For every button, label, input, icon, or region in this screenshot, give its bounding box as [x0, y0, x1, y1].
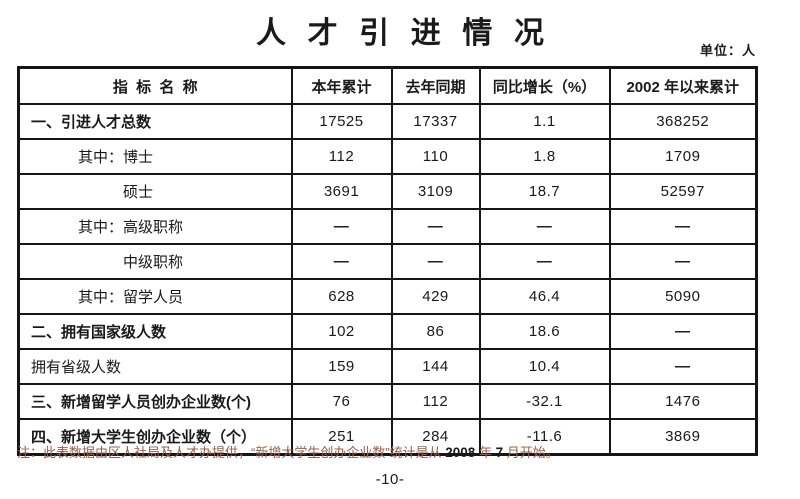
cell-value: 110 [390, 138, 481, 175]
footnote-text: 2008 [445, 445, 476, 460]
header-current-year: 本年累计 [290, 66, 393, 105]
cell-value: 628 [290, 278, 393, 315]
footnote-text: 月开始。 [503, 445, 559, 460]
cell-value: 10.4 [478, 348, 611, 385]
cell-value: 18.7 [478, 173, 611, 210]
cell-value: 18.6 [478, 313, 611, 350]
table-row: 四、新增大学生创办企业数（个） 251 284 -11.6 3869 [17, 418, 758, 456]
cell-indicator: 四、新增大学生创办企业数（个） [17, 418, 293, 456]
table-row: 二、拥有国家级人数 102 86 18.6— [17, 313, 758, 350]
footnote-text: 注：此表数据由区人社局及人才办提供，“新增大学生创办企业数”统计是从 [17, 445, 446, 460]
table-row: 一、引进人才总数 17525 17337 1.1 368252 [17, 103, 758, 140]
talent-table: 指标名称 本年累计 去年同期 同比增长（%） 2002 年以来累计 一、引进人才… [17, 66, 758, 456]
cell-value: 159 [290, 348, 393, 385]
cell-value: — [290, 243, 393, 280]
header-since-2002: 2002 年以来累计 [608, 66, 758, 105]
cell-value: 368252 [608, 103, 758, 140]
cell-value: 251 [290, 418, 393, 456]
cell-value: 284 [390, 418, 481, 456]
footnote-text: 年 [475, 445, 496, 460]
cell-indicator: 中级职称 [17, 243, 293, 280]
cell-value: 52597 [608, 173, 758, 210]
header-row: 指标名称 本年累计 去年同期 同比增长（%） 2002 年以来累计 [17, 66, 758, 105]
cell-indicator: 其中：留学人员 [17, 278, 293, 315]
cell-value: 3691 [290, 173, 393, 210]
cell-value: 1.8 [478, 138, 611, 175]
table-row: 三、新增留学人员创办企业数(个) 76 112 -32.1 1476 [17, 383, 758, 420]
table-row: 其中：留学人员 628 429 46.4 5090 [17, 278, 758, 315]
page-title: 人才引进情况 [255, 17, 566, 50]
header-yoy-growth: 同比增长（%） [478, 66, 611, 105]
table-header: 指标名称 本年累计 去年同期 同比增长（%） 2002 年以来累计 [17, 66, 758, 105]
table-row: 其中：博士 112 110 1.8 1709 [17, 138, 758, 175]
cell-value: 76 [290, 383, 393, 420]
cell-value: — [608, 313, 758, 350]
table-row: 其中：高级职称 — — — — [17, 208, 758, 245]
cell-value: 144 [390, 348, 481, 385]
cell-value: 3109 [390, 173, 481, 210]
cell-indicator: 其中：博士 [17, 138, 293, 175]
cell-value: — [390, 243, 481, 280]
cell-indicator: 三、新增留学人员创办企业数(个) [17, 383, 293, 420]
cell-indicator: 一、引进人才总数 [17, 103, 293, 140]
cell-value: 17525 [290, 103, 393, 140]
cell-value: 102 [290, 313, 393, 350]
talent-table-wrap: 指标名称 本年累计 去年同期 同比增长（%） 2002 年以来累计 一、引进人才… [17, 66, 758, 456]
header-indicator: 指标名称 [17, 66, 293, 105]
cell-value: 1709 [608, 138, 758, 175]
cell-value: -32.1 [478, 383, 611, 420]
table-row: 中级职称 — — — — [17, 243, 758, 280]
table-row: 拥有省级人数 159 144 10.4— [17, 348, 758, 385]
cell-indicator: 硕士 [17, 173, 293, 210]
cell-value: -11.6 [478, 418, 611, 456]
cell-value: — [478, 208, 611, 245]
cell-value: — [608, 348, 758, 385]
cell-value: 1.1 [478, 103, 611, 140]
cell-value: — [290, 208, 393, 245]
cell-value: — [478, 243, 611, 280]
header-last-year: 去年同期 [390, 66, 481, 105]
table-body: 一、引进人才总数 17525 17337 1.1 368252 其中：博士 112 110 1.… [17, 103, 758, 456]
cell-value: 17337 [390, 103, 481, 140]
unit-label: 单位：人 [699, 43, 756, 58]
page-number: -10- [375, 471, 405, 488]
cell-indicator: 拥有省级人数 [17, 348, 293, 385]
cell-value: 46.4 [478, 278, 611, 315]
cell-indicator: 其中：高级职称 [17, 208, 293, 245]
cell-indicator: 二、拥有国家级人数 [17, 313, 293, 350]
footnote: 注：此表数据由区人社局及人才办提供，“新增大学生创办企业数”统计是从 2008 … [17, 444, 777, 461]
cell-value: — [608, 208, 758, 245]
footnote-text: 7 [495, 445, 504, 460]
cell-value: — [390, 208, 481, 245]
cell-value: 5090 [608, 278, 758, 315]
cell-value: 112 [290, 138, 393, 175]
table-row: 硕士 3691 3109 18.7 52597 [17, 173, 758, 210]
cell-value: 112 [390, 383, 481, 420]
cell-value: 3869 [608, 418, 758, 456]
cell-value: 429 [390, 278, 481, 315]
cell-value: — [608, 243, 758, 280]
cell-value: 1476 [608, 383, 758, 420]
cell-value: 86 [390, 313, 481, 350]
